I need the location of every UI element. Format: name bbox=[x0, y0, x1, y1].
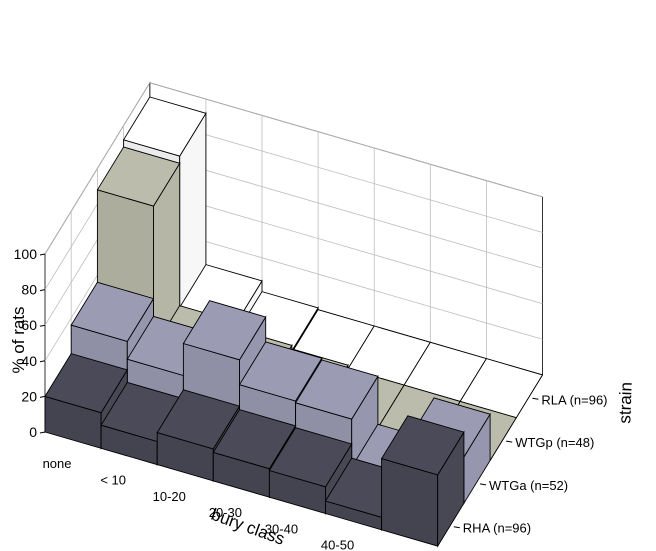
z-tick bbox=[39, 360, 46, 363]
y-tick bbox=[532, 397, 539, 400]
x-axis-label: bury class bbox=[209, 505, 287, 549]
z-tick bbox=[39, 289, 46, 292]
z-tick-label: 20 bbox=[21, 388, 37, 404]
y-tick bbox=[479, 483, 487, 486]
z-gridline bbox=[44, 82, 543, 255]
bars-layer bbox=[44, 96, 544, 548]
bar-top-face bbox=[156, 389, 241, 450]
z-tick-label: 80 bbox=[21, 282, 37, 298]
x-tick-label: 30-40 bbox=[265, 521, 298, 536]
x-tick-label: 20-30 bbox=[209, 505, 242, 520]
z-tick-label: 40 bbox=[21, 353, 37, 369]
y-tick bbox=[506, 440, 513, 443]
bar-top-face bbox=[238, 341, 323, 402]
z-tick-label: 60 bbox=[21, 317, 37, 333]
bar-top-face bbox=[294, 359, 379, 420]
y-axis-label: strain bbox=[615, 382, 635, 424]
y-tick-label: WTGa (n=52) bbox=[489, 478, 568, 493]
axes-layer: 0 20 40 60 80 100 none < 10 10-20 20-30 30-40 40-50… bbox=[14, 246, 608, 551]
x-tick-label: none bbox=[43, 456, 72, 471]
z-tick bbox=[39, 253, 46, 256]
z-tick bbox=[39, 395, 46, 398]
bar-top-face bbox=[122, 96, 207, 157]
bar-top-face bbox=[96, 146, 181, 207]
z-tick bbox=[39, 324, 46, 327]
bar bbox=[380, 415, 465, 548]
bar-top-face bbox=[182, 300, 267, 361]
bar-top-face bbox=[44, 353, 128, 414]
x-tick-label: < 10 bbox=[100, 472, 126, 487]
bar-top-face bbox=[380, 415, 465, 476]
bar-top-face bbox=[212, 409, 297, 470]
y-tick-label: RHA (n=96) bbox=[463, 521, 531, 536]
bar-top-face bbox=[268, 427, 353, 488]
z-tick-label: 0 bbox=[29, 424, 37, 440]
z-axis-label: % of rats bbox=[9, 306, 28, 373]
z-tick-label: 100 bbox=[14, 246, 38, 262]
z-tick bbox=[39, 431, 46, 434]
x-tick-label: 40-50 bbox=[321, 538, 354, 551]
x-tick-label: 10-20 bbox=[153, 489, 186, 504]
y-tick bbox=[453, 526, 460, 529]
bar-top-face bbox=[70, 281, 155, 342]
y-tick-label: RLA (n=96) bbox=[541, 392, 607, 407]
y-tick-label: WTGp (n=48) bbox=[515, 435, 594, 450]
